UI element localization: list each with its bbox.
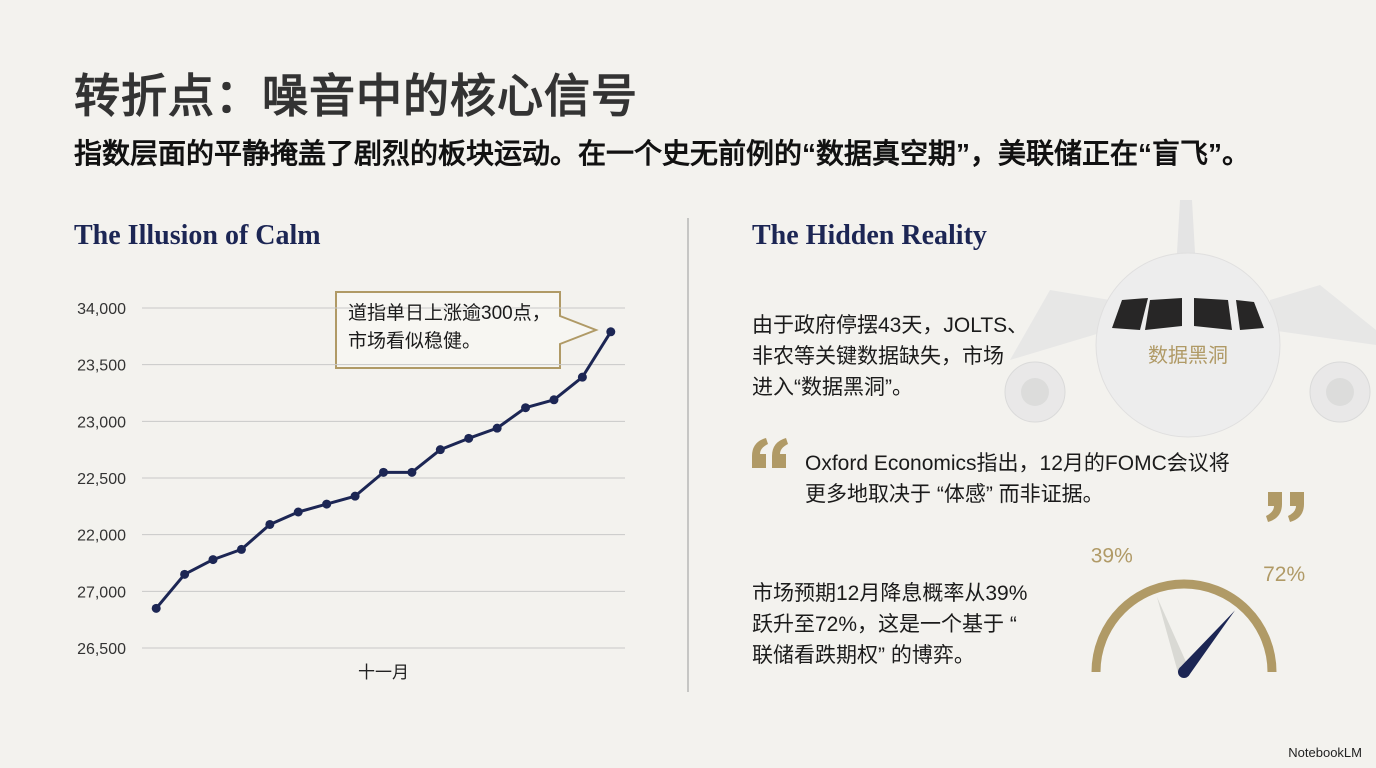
quote-line: 更多地取决于 “体感” 而非证据。: [805, 483, 1104, 506]
y-tick-label: 34,000: [77, 301, 126, 318]
callout-text: 道指单日上涨逾300点， 市场看似稳健。: [348, 300, 551, 356]
left-heading: The Illusion of Calm: [74, 220, 321, 251]
gauge-label: 39%: [1091, 544, 1133, 567]
point-1: 由于政府停摆43天，JOLTS、 非农等关键数据缺失，市场 进入“数据黑洞”。: [752, 310, 1028, 403]
point: [435, 445, 445, 455]
point: [379, 467, 388, 477]
y-tick-label: 23,500: [77, 358, 126, 375]
gauge-needle: [1156, 596, 1190, 675]
gauge-needle: [1179, 610, 1235, 676]
gauge-arc: [1091, 579, 1277, 673]
point: [208, 555, 218, 565]
y-tick-label: 26,500: [77, 641, 126, 658]
point-line: 市场预期12月降息概率从39%: [752, 582, 1028, 605]
right-heading: The Hidden Reality: [752, 220, 987, 251]
point-line: 联储看跌期权” 的博弈。: [752, 644, 975, 667]
plane-label: 数据黑洞: [1148, 344, 1228, 367]
title: 转折点：噪音中的核心信号: [74, 70, 638, 122]
point: [322, 499, 332, 509]
point-line: 由于政府停摆43天，JOLTS、: [752, 314, 1029, 337]
gauge-hub: [1178, 666, 1190, 678]
callout-line: 道指单日上涨逾300点，: [348, 303, 551, 324]
subtitle: 指数层面的平静掩盖了剧烈的板块运动。在一个史无前例的“数据真空期”，美联储正在“…: [74, 138, 1251, 169]
point-line: 跃升至72%，这是一个基于 “: [752, 613, 1017, 636]
point-line: 非农等关键数据缺失，市场: [752, 345, 1004, 368]
point: [293, 507, 303, 517]
point: [606, 327, 616, 337]
callout-line: 市场看似稳健。: [348, 331, 482, 352]
quote: Oxford Economics指出，12月的FOMC会议将 更多地取决于 “体…: [805, 448, 1230, 510]
point: [464, 433, 474, 443]
y-tick-label: 23,000: [77, 414, 126, 431]
point: [549, 395, 559, 405]
quote-line: Oxford Economics指出，12月的FOMC会议将: [805, 452, 1230, 475]
point: [521, 403, 531, 413]
quote-marks: [752, 438, 1304, 522]
point: [151, 603, 161, 613]
point-line: 进入“数据黑洞”。: [752, 376, 913, 399]
x-tick-label: 十一月: [358, 663, 409, 682]
y-tick-label: 27,000: [77, 584, 126, 601]
point: [236, 544, 246, 554]
point: [180, 569, 190, 579]
point: [492, 423, 502, 433]
airplane: [1004, 200, 1376, 438]
gauge-label: 72%: [1263, 563, 1305, 586]
point: [265, 519, 275, 529]
point-2: 市场预期12月降息概率从39% 跃升至72%，这是一个基于 “ 联储看跌期权” …: [752, 578, 1027, 671]
watermark: NotebookLM: [1288, 745, 1362, 760]
point: [350, 491, 360, 501]
point: [577, 372, 587, 382]
callout: [335, 291, 599, 369]
point: [407, 467, 417, 477]
y-tick-label: 22,500: [77, 471, 126, 488]
y-tick-label: 22,000: [77, 528, 126, 545]
